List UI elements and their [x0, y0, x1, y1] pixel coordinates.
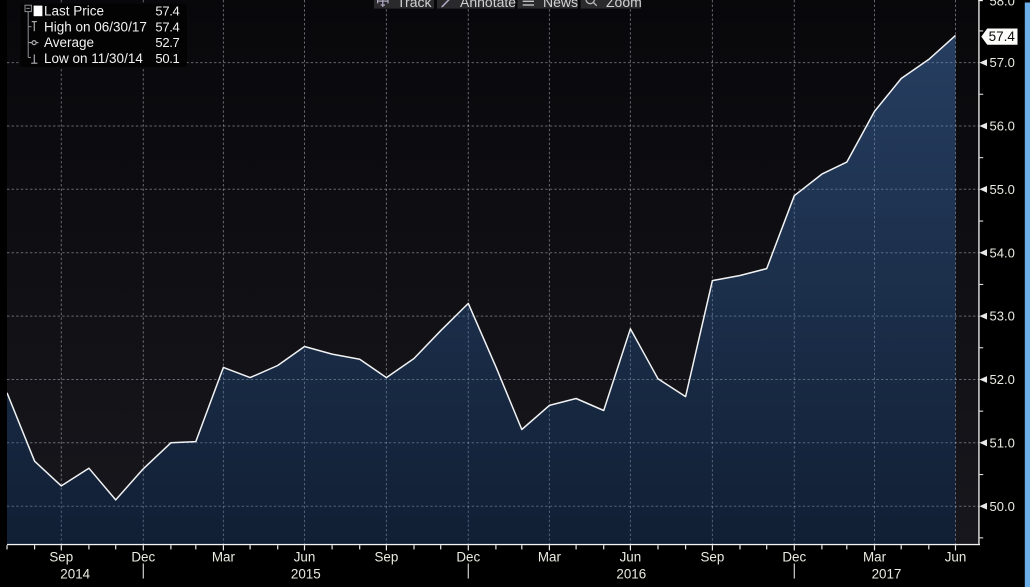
svg-text:58.0: 58.0 — [990, 0, 1015, 8]
svg-text:50.0: 50.0 — [990, 499, 1015, 514]
svg-text:53.0: 53.0 — [990, 309, 1015, 324]
svg-text:Mar: Mar — [538, 550, 562, 565]
svg-text:Jun: Jun — [620, 550, 642, 565]
svg-text:Zoom: Zoom — [606, 0, 642, 10]
svg-text:57.4: 57.4 — [155, 19, 179, 34]
svg-text:News: News — [543, 0, 578, 10]
svg-text:Track: Track — [397, 0, 432, 10]
svg-text:57.4: 57.4 — [155, 4, 179, 19]
svg-text:Sep: Sep — [49, 550, 73, 565]
svg-text:2017: 2017 — [872, 566, 902, 581]
svg-text:2016: 2016 — [616, 566, 646, 581]
svg-text:Jun: Jun — [294, 550, 316, 565]
svg-text:Dec: Dec — [782, 550, 806, 565]
svg-text:50.1: 50.1 — [155, 51, 179, 66]
svg-text:Dec: Dec — [131, 550, 155, 565]
svg-text:Mar: Mar — [863, 550, 887, 565]
svg-text:52.0: 52.0 — [990, 372, 1015, 387]
svg-text:Sep: Sep — [374, 550, 398, 565]
svg-text:55.0: 55.0 — [990, 182, 1015, 197]
svg-text:Mar: Mar — [212, 550, 236, 565]
svg-text:Dec: Dec — [456, 550, 480, 565]
svg-text:Average: Average — [44, 35, 94, 50]
svg-text:2015: 2015 — [291, 566, 321, 581]
svg-text:Sep: Sep — [700, 550, 724, 565]
svg-text:57.0: 57.0 — [990, 55, 1015, 70]
svg-text:Low on 11/30/14: Low on 11/30/14 — [44, 51, 143, 66]
svg-text:Last Price: Last Price — [44, 4, 104, 19]
svg-text:Jun: Jun — [945, 550, 967, 565]
svg-text:High on 06/30/17: High on 06/30/17 — [44, 19, 147, 34]
svg-text:Annotate: Annotate — [460, 0, 516, 10]
svg-text:52.7: 52.7 — [155, 35, 179, 50]
svg-text:2014: 2014 — [60, 566, 90, 581]
svg-text:51.0: 51.0 — [990, 435, 1015, 450]
svg-text:57.4: 57.4 — [989, 29, 1016, 44]
svg-text:54.0: 54.0 — [990, 245, 1015, 260]
svg-text:56.0: 56.0 — [990, 119, 1015, 134]
